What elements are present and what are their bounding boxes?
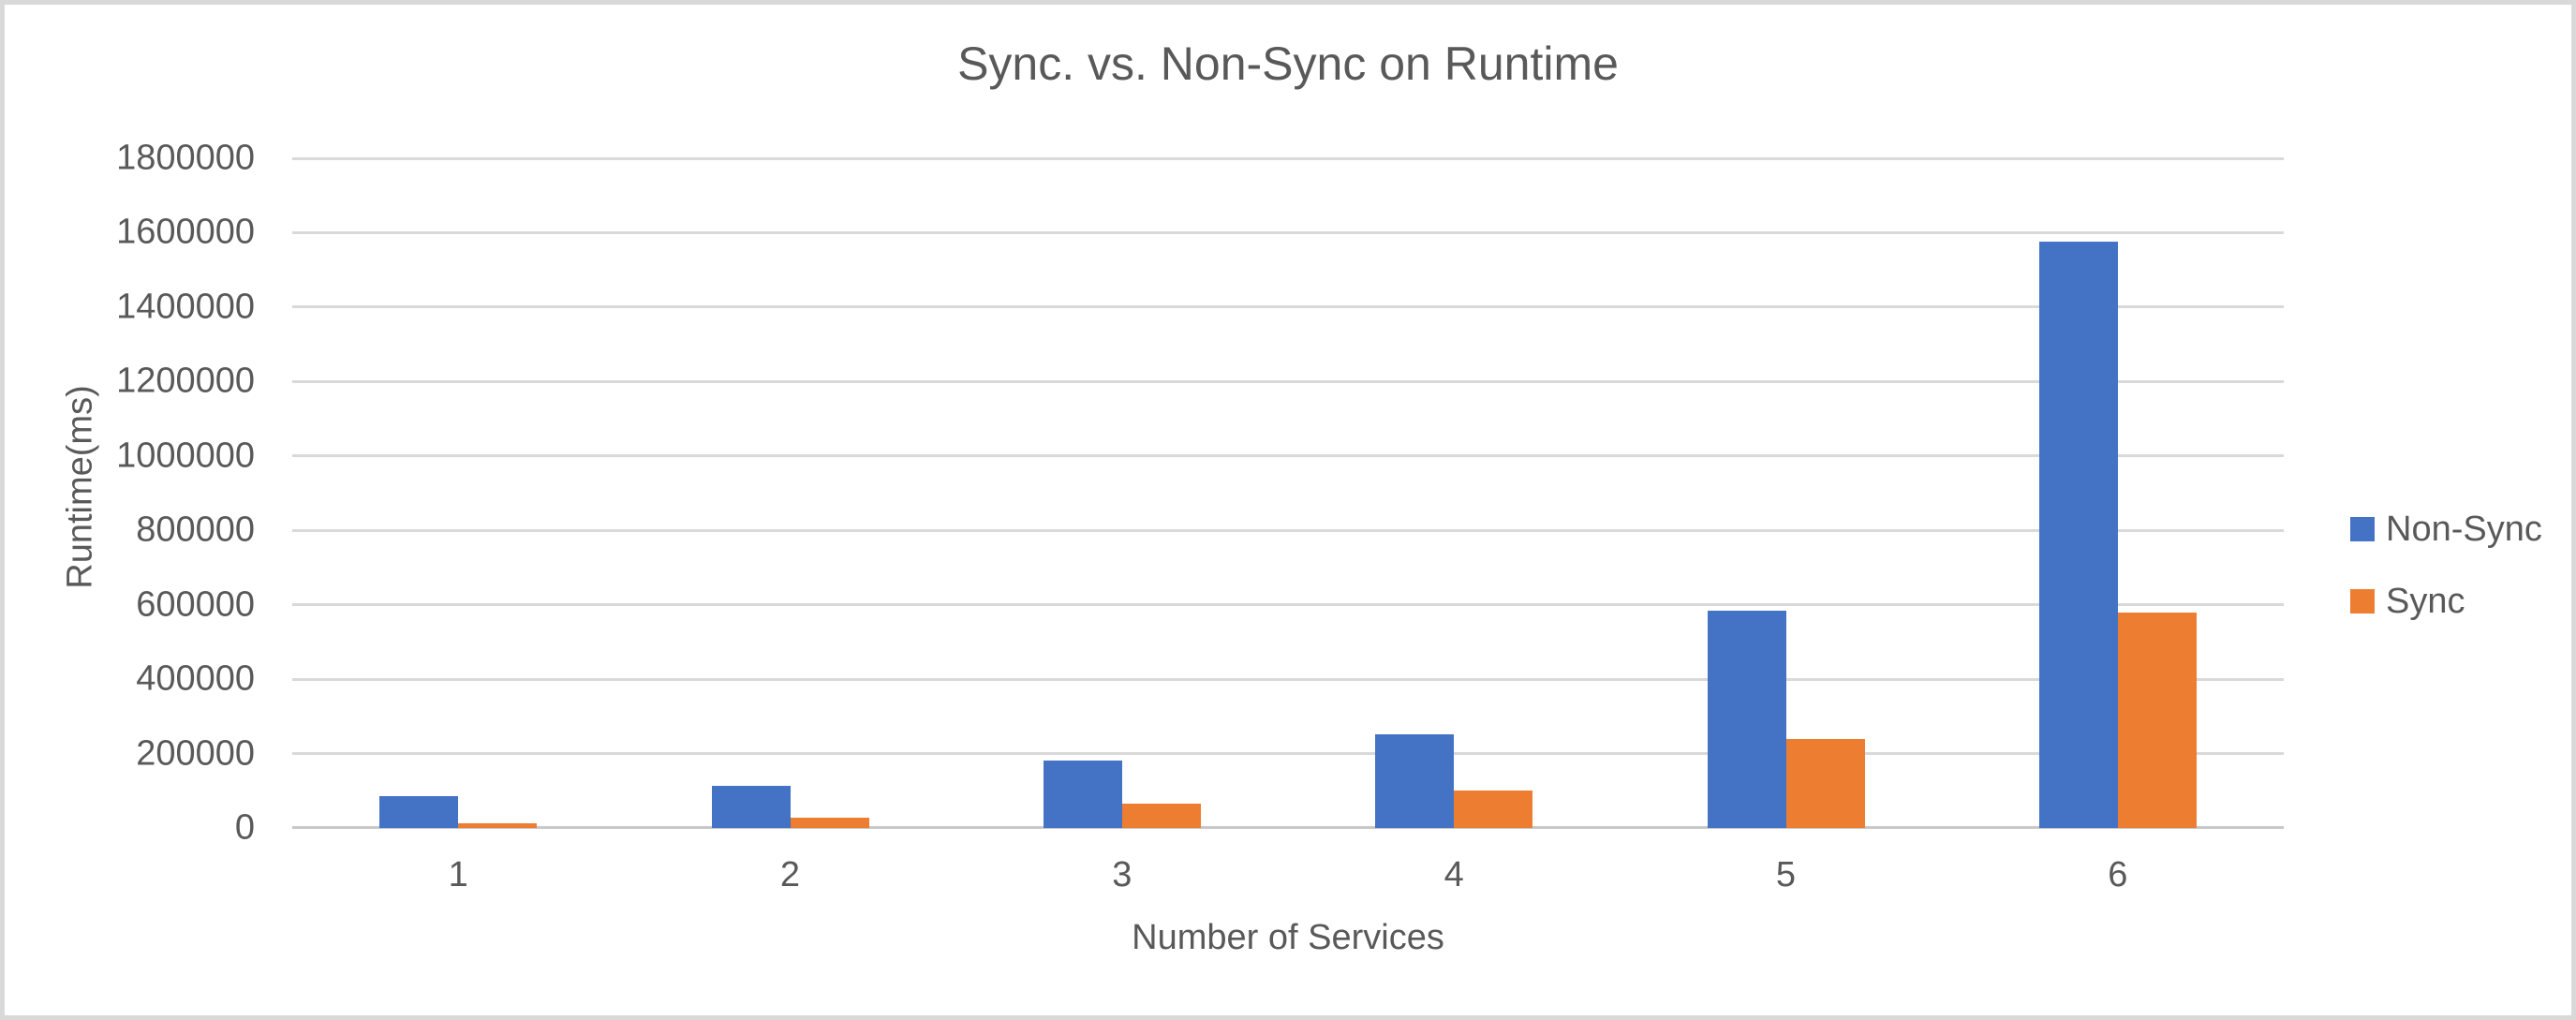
legend-label: Sync [2386, 581, 2465, 621]
x-category-label: 5 [1775, 855, 1797, 894]
y-axis-tick-labels: 0 200000 400000 600000 800000 1000000 1200000 1… [0, 139, 255, 848]
x-category-label: 6 [2108, 855, 2128, 894]
bar-non-sync-cat1 [379, 795, 459, 828]
y-tick-label: 800000 [136, 510, 255, 550]
legend-item-non-sync: Non-Sync [2350, 506, 2542, 553]
x-axis-title: Number of Services [1132, 918, 1444, 957]
x-axis-line [292, 826, 2284, 829]
bar-non-sync-cat6 [2038, 241, 2118, 828]
bar-sync-cat6 [2117, 613, 2197, 828]
bar-non-sync-cat3 [1043, 761, 1122, 828]
gridline [292, 230, 2284, 234]
bar-sync-cat5 [1785, 739, 1865, 828]
y-tick-label: 400000 [136, 658, 255, 699]
plot-area [292, 156, 2284, 829]
bar-sync-cat2 [790, 817, 869, 828]
y-tick-label: 1200000 [116, 361, 255, 401]
bar-sync-cat4 [1454, 790, 1533, 828]
gridline [292, 379, 2284, 383]
x-axis-category-labels: 1 2 3 4 5 6 [292, 828, 2284, 922]
gridline [292, 603, 2284, 607]
gridline [292, 454, 2284, 458]
x-category-label: 2 [779, 855, 801, 894]
gridline [292, 677, 2284, 681]
bar-sync-cat1 [458, 822, 538, 828]
x-category-label: 1 [448, 855, 468, 894]
bar-non-sync-cat2 [711, 786, 791, 828]
gridline [292, 305, 2284, 309]
legend: Non-Sync Sync [2350, 506, 2542, 625]
legend-item-sync: Sync [2350, 578, 2542, 625]
bar-sync-cat3 [1121, 803, 1201, 828]
x-category-label: 4 [1443, 855, 1464, 894]
gridline [292, 752, 2284, 756]
legend-swatch-icon [2350, 517, 2375, 541]
chart-title: Sync. vs. Non-Sync on Runtime [957, 37, 1619, 90]
y-tick-label: 1800000 [116, 138, 255, 178]
y-tick-label: 1600000 [116, 212, 255, 252]
y-tick-label: 0 [234, 807, 255, 848]
bar-non-sync-cat5 [1707, 611, 1786, 828]
gridline [292, 156, 2284, 160]
y-tick-label: 1400000 [116, 287, 255, 327]
gridline [292, 528, 2284, 532]
y-tick-label: 600000 [136, 584, 255, 625]
legend-swatch-icon [2350, 589, 2375, 613]
y-tick-label: 1000000 [116, 436, 255, 476]
bar-non-sync-cat4 [1375, 733, 1455, 828]
y-tick-label: 200000 [136, 733, 255, 774]
x-category-label: 3 [1112, 855, 1133, 894]
legend-label: Non-Sync [2386, 509, 2542, 549]
